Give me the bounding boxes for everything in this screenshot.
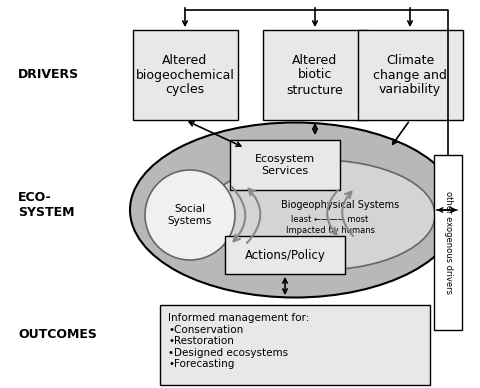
Text: Biogeophysical Systems: Biogeophysical Systems xyxy=(281,200,399,210)
Bar xyxy=(434,155,462,330)
Text: Actions/Policy: Actions/Policy xyxy=(245,248,325,262)
Bar xyxy=(358,30,463,120)
Bar xyxy=(230,140,340,190)
Ellipse shape xyxy=(130,123,460,298)
Text: Altered
biotic
structure: Altered biotic structure xyxy=(287,54,343,97)
Text: ECO-
SYSTEM: ECO- SYSTEM xyxy=(18,191,74,219)
Bar xyxy=(160,305,430,385)
Bar xyxy=(225,236,345,274)
Text: Altered
biogeochemical
cycles: Altered biogeochemical cycles xyxy=(135,54,234,97)
Ellipse shape xyxy=(145,170,235,260)
Text: DRIVERS: DRIVERS xyxy=(18,69,79,81)
Text: least ←——→ most
Impacted by humans: least ←——→ most Impacted by humans xyxy=(286,215,374,235)
Text: OUTCOMES: OUTCOMES xyxy=(18,329,97,341)
Text: Informed management for:
•Conservation
•Restoration
•Designed ecosystems
•Foreca: Informed management for: •Conservation •… xyxy=(168,313,310,369)
Ellipse shape xyxy=(205,160,435,270)
Text: Ecosystem
Services: Ecosystem Services xyxy=(255,154,315,176)
Bar xyxy=(263,30,368,120)
Text: Climate
change and
variability: Climate change and variability xyxy=(373,54,447,97)
Bar xyxy=(132,30,238,120)
Text: Social
Systems: Social Systems xyxy=(168,204,212,226)
Text: other exogenous drivers: other exogenous drivers xyxy=(444,191,453,294)
